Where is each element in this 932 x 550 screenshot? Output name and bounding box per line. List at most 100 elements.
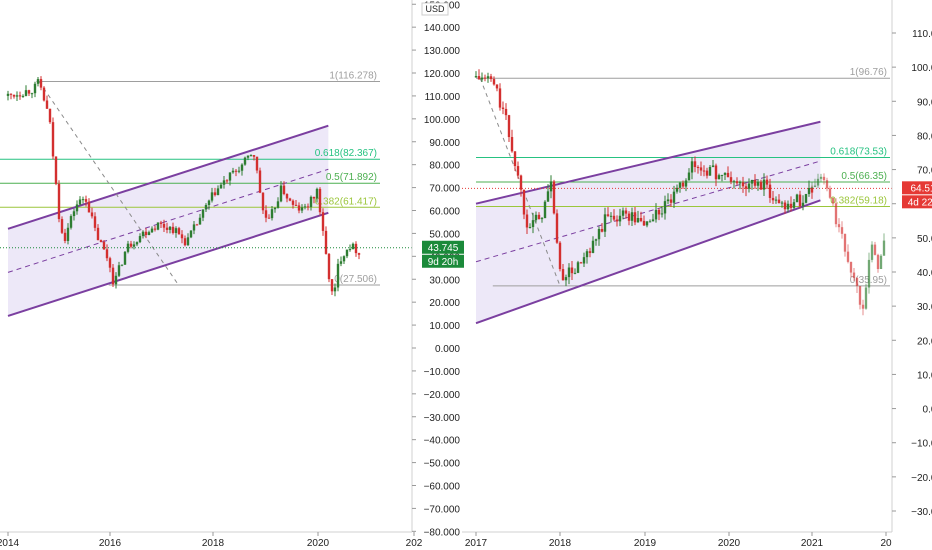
price-candle	[768, 184, 772, 198]
price-candle	[6, 93, 10, 96]
price-candle	[495, 84, 499, 89]
price-candle	[660, 213, 664, 215]
y-tick-label: 120.000	[424, 69, 461, 80]
projection-candle	[864, 287, 868, 309]
price-candle	[591, 240, 595, 253]
price-candle	[621, 210, 625, 216]
price-candle	[477, 76, 481, 80]
price-candle	[255, 156, 259, 171]
price-candle	[96, 227, 100, 241]
unit-box	[421, 2, 449, 16]
price-candle	[342, 256, 346, 262]
fib-label: 0.618(73.53)	[830, 147, 887, 158]
price-candle	[540, 218, 544, 220]
price-candle	[210, 192, 214, 201]
projection-candle	[873, 244, 877, 255]
price-candle	[30, 93, 34, 95]
price-candle	[147, 232, 151, 236]
fib-label: 0.618(82.367)	[315, 148, 377, 159]
y-tick-label: 40.00	[917, 268, 932, 279]
price-candle	[111, 267, 115, 285]
y-tick-label: 130.000	[424, 46, 461, 57]
price-candle	[267, 217, 271, 219]
price-candle	[315, 188, 319, 199]
price-candle	[519, 175, 523, 190]
x-tick-label: 20	[880, 538, 892, 549]
price-candle	[162, 223, 166, 228]
price-candle	[252, 155, 256, 157]
price-candle	[567, 267, 571, 278]
chart-panel-2: 1(96.76) 0.618(73.53) 0.5(66.35) 0.382(59.1…	[462, 0, 932, 549]
y-tick-label: 0.00	[923, 405, 932, 416]
channel-upper-line	[7, 124, 329, 230]
price-candle	[87, 201, 91, 213]
channel-mid-line	[475, 160, 821, 263]
y-tick-label: 10.000	[429, 321, 460, 332]
price-candle	[159, 222, 163, 224]
price-candle	[21, 95, 25, 97]
price-candle	[711, 165, 715, 167]
price-candle	[180, 234, 184, 239]
projection-candle	[846, 251, 850, 262]
price-candle	[609, 215, 613, 217]
price-candle	[189, 230, 193, 238]
y-tick-label: −10.00	[911, 439, 932, 450]
channel-mid-line	[7, 168, 329, 273]
price-candle	[753, 179, 757, 186]
price-candle	[705, 170, 709, 176]
y-tick-label: −70.000	[424, 504, 461, 515]
price-candle	[339, 261, 343, 264]
price-candle	[333, 287, 337, 292]
price-candle	[174, 228, 178, 233]
price-candle	[129, 243, 133, 247]
price-candle	[615, 219, 619, 222]
price-candle	[318, 188, 322, 213]
price-candle	[258, 170, 262, 193]
y-tick-label: 140.000	[424, 23, 461, 34]
price-candle	[606, 214, 610, 216]
y-tick-label: 20.000	[429, 298, 460, 309]
price-candle	[588, 251, 592, 253]
price-candle	[558, 242, 562, 270]
price-candle	[42, 87, 46, 101]
price-candle	[702, 170, 706, 172]
price-candle	[66, 227, 70, 241]
price-candle	[582, 257, 586, 264]
price-candle	[636, 218, 640, 223]
price-candle	[276, 201, 280, 208]
price-candle	[132, 244, 136, 247]
price-candle	[51, 122, 55, 157]
price-candle	[669, 199, 673, 203]
plot-area: 1(116.278) 0.618(82.367) 0.5(71.892) 0.382(…	[0, 71, 412, 317]
x-tick-label: 2021	[801, 538, 824, 549]
channel-lower-line	[475, 199, 821, 325]
price-candle	[789, 203, 793, 208]
price-candle	[297, 205, 301, 211]
price-candle	[36, 79, 40, 84]
price-candle	[213, 192, 217, 196]
price-candle	[303, 206, 307, 208]
price-candle	[714, 165, 718, 180]
x-tick-label: 202	[406, 538, 423, 549]
projection-candle	[837, 224, 841, 228]
price-candle	[561, 269, 565, 281]
price-candle	[501, 107, 505, 109]
y-tick-label: −20.000	[424, 390, 461, 401]
price-candle	[612, 215, 616, 220]
price-candle	[270, 209, 274, 219]
countdown-badge	[422, 254, 464, 268]
price-candle	[84, 199, 88, 202]
price-candle	[63, 232, 67, 241]
price-candle	[264, 210, 268, 218]
price-candle	[726, 172, 730, 178]
y-tick-label: 10.00	[917, 370, 932, 381]
price-candle	[693, 161, 697, 168]
price-candle	[627, 213, 631, 221]
projection-candle	[849, 261, 853, 273]
price-candle	[756, 181, 760, 186]
price-candle	[522, 189, 526, 215]
y-tick-label: 90.000	[429, 138, 460, 149]
fib-label: 0.382(59.18)	[830, 196, 887, 207]
y-tick-label: 30.00	[917, 302, 932, 313]
